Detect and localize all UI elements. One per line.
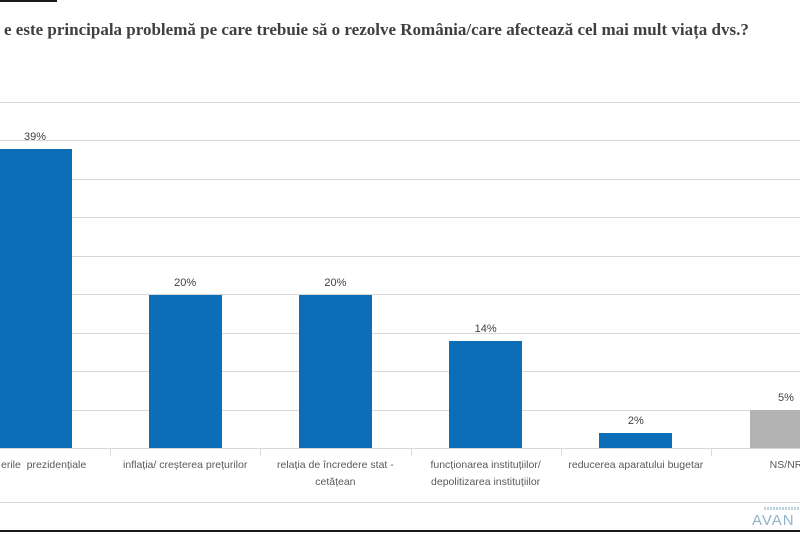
page-edge-line-bottom: [0, 530, 800, 532]
category-label-6: NS/NR: [769, 459, 800, 471]
bar-3: [298, 294, 372, 449]
gridline-10pct: [0, 371, 800, 373]
axis-tick-4: [560, 448, 562, 456]
bar-value-label-2: 20%: [174, 276, 197, 289]
chart-title: e este principala problemă pe care trebu…: [4, 20, 749, 39]
footer-separator-line: [0, 502, 800, 503]
category-label-1: erile prezidențiale: [1, 459, 87, 471]
bar-1: [0, 148, 72, 449]
gridline-15pct: [0, 332, 800, 334]
gridline-20pct: [0, 294, 800, 296]
bar-value-label-4: 14%: [474, 322, 497, 335]
axis-tick-1: [110, 448, 112, 456]
gridline-25pct: [0, 255, 800, 257]
logo-microtext: [764, 507, 800, 510]
bar-value-label-6: 5%: [778, 392, 794, 405]
axis-tick-3: [410, 448, 412, 456]
gridline-30pct: [0, 217, 800, 219]
axis-tick-2: [260, 448, 262, 456]
bar-value-label-5: 2%: [627, 415, 644, 428]
bar-4: [449, 340, 523, 449]
bar-5: [599, 433, 673, 449]
gridline-35pct: [0, 178, 800, 180]
category-label-3: relația de încredere stat - cetățean: [277, 459, 394, 488]
gridline-45pct: [0, 101, 800, 103]
avangarde-logo: AVAN: [752, 506, 800, 530]
bar-2: [148, 294, 222, 449]
bar-value-label-1: 39%: [23, 130, 47, 143]
category-label-5: reducerea aparatului bugetar: [568, 459, 704, 471]
gridline-40pct: [0, 140, 800, 142]
logo-text: AVAN: [752, 512, 795, 529]
axis-tick-5: [710, 448, 712, 456]
page-edge-line-top: [0, 0, 57, 2]
category-label-4: funcționarea instituțiilor/ depolitizare…: [430, 459, 541, 488]
category-label-2: inflația/ creșterea prețurilor: [123, 459, 248, 471]
bar-value-label-3: 20%: [324, 276, 347, 289]
x-axis-line: [0, 448, 800, 449]
gridline-5pct: [0, 409, 800, 411]
bar-6: [749, 410, 800, 449]
